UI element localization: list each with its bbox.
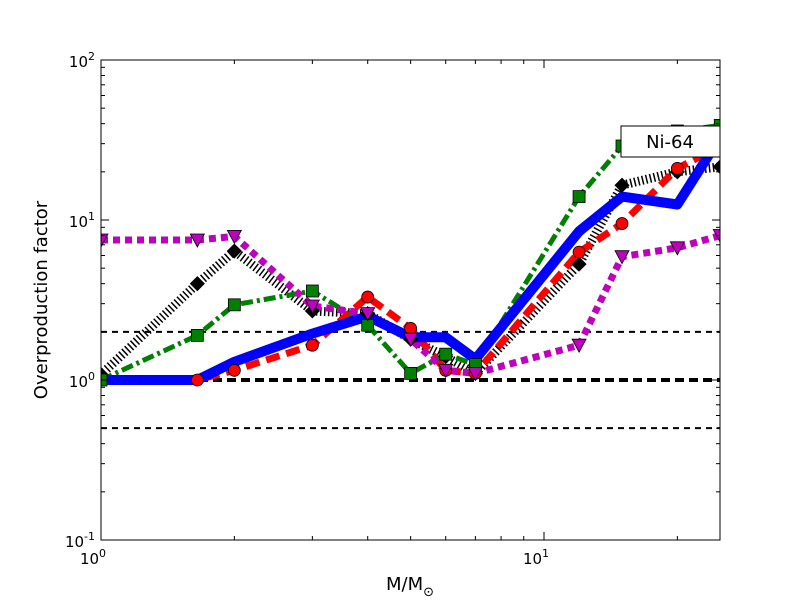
data-point-s1-3	[305, 338, 319, 352]
data-point-s0-1	[189, 276, 205, 292]
data-point-s0-2	[226, 243, 242, 259]
annotation-label: Ni-64	[646, 132, 694, 153]
data-point-s2-2	[227, 298, 241, 312]
x-axis-label: M/M⊙	[386, 574, 434, 600]
data-point-s2-3	[305, 284, 319, 298]
annotation-frame	[620, 125, 721, 158]
y-tick-label-3: 102	[69, 50, 95, 71]
data-point-s3-3	[304, 299, 321, 314]
y-tick-label-2: 101	[69, 210, 95, 231]
data-point-s1-8	[572, 245, 586, 259]
data-point-s2-1	[190, 328, 204, 342]
data-point-s2-5	[404, 366, 418, 380]
data-point-s1-5	[404, 322, 418, 335]
data-point-s3-7	[467, 366, 484, 382]
data-point-s2-11	[713, 119, 720, 132]
data-point-s3-10	[669, 241, 686, 256]
data-point-s3-9	[614, 250, 630, 265]
x-tick-label-1: 101	[523, 547, 549, 568]
data-point-s2-8	[572, 190, 586, 204]
series-markers	[101, 119, 720, 387]
data-point-s1-1	[190, 373, 204, 387]
data-point-s3-1	[189, 233, 206, 248]
x-axis-label-main: M/M	[386, 574, 423, 595]
series-line-4	[101, 134, 720, 385]
y-tick-label-1: 100	[69, 370, 95, 391]
data-point-s1-4	[361, 290, 375, 304]
x-tick-label-0: 100	[80, 547, 106, 568]
y-tick-label-0: 10-1	[65, 530, 95, 551]
data-point-s3-6	[438, 363, 454, 379]
data-point-s3-4	[360, 307, 376, 322]
axis-ticks	[100, 59, 720, 541]
y-axis-label: Overproduction factor	[31, 200, 52, 399]
data-point-s1-9	[615, 217, 629, 230]
data-point-s2-6	[439, 347, 453, 361]
data-point-s3-2	[226, 229, 243, 245]
data-point-s0-9	[614, 177, 630, 193]
data-point-s0-11	[712, 159, 720, 175]
data-point-s3-5	[402, 332, 419, 348]
data-point-s1-10	[670, 162, 684, 175]
annotation-box: Ni-64	[620, 125, 721, 158]
data-point-s0-8	[571, 256, 587, 272]
data-point-s3-0	[101, 233, 109, 248]
data-point-s1-2	[227, 363, 241, 377]
x-axis-label-sub: ⊙	[423, 585, 434, 600]
data-point-s3-8	[571, 338, 587, 354]
